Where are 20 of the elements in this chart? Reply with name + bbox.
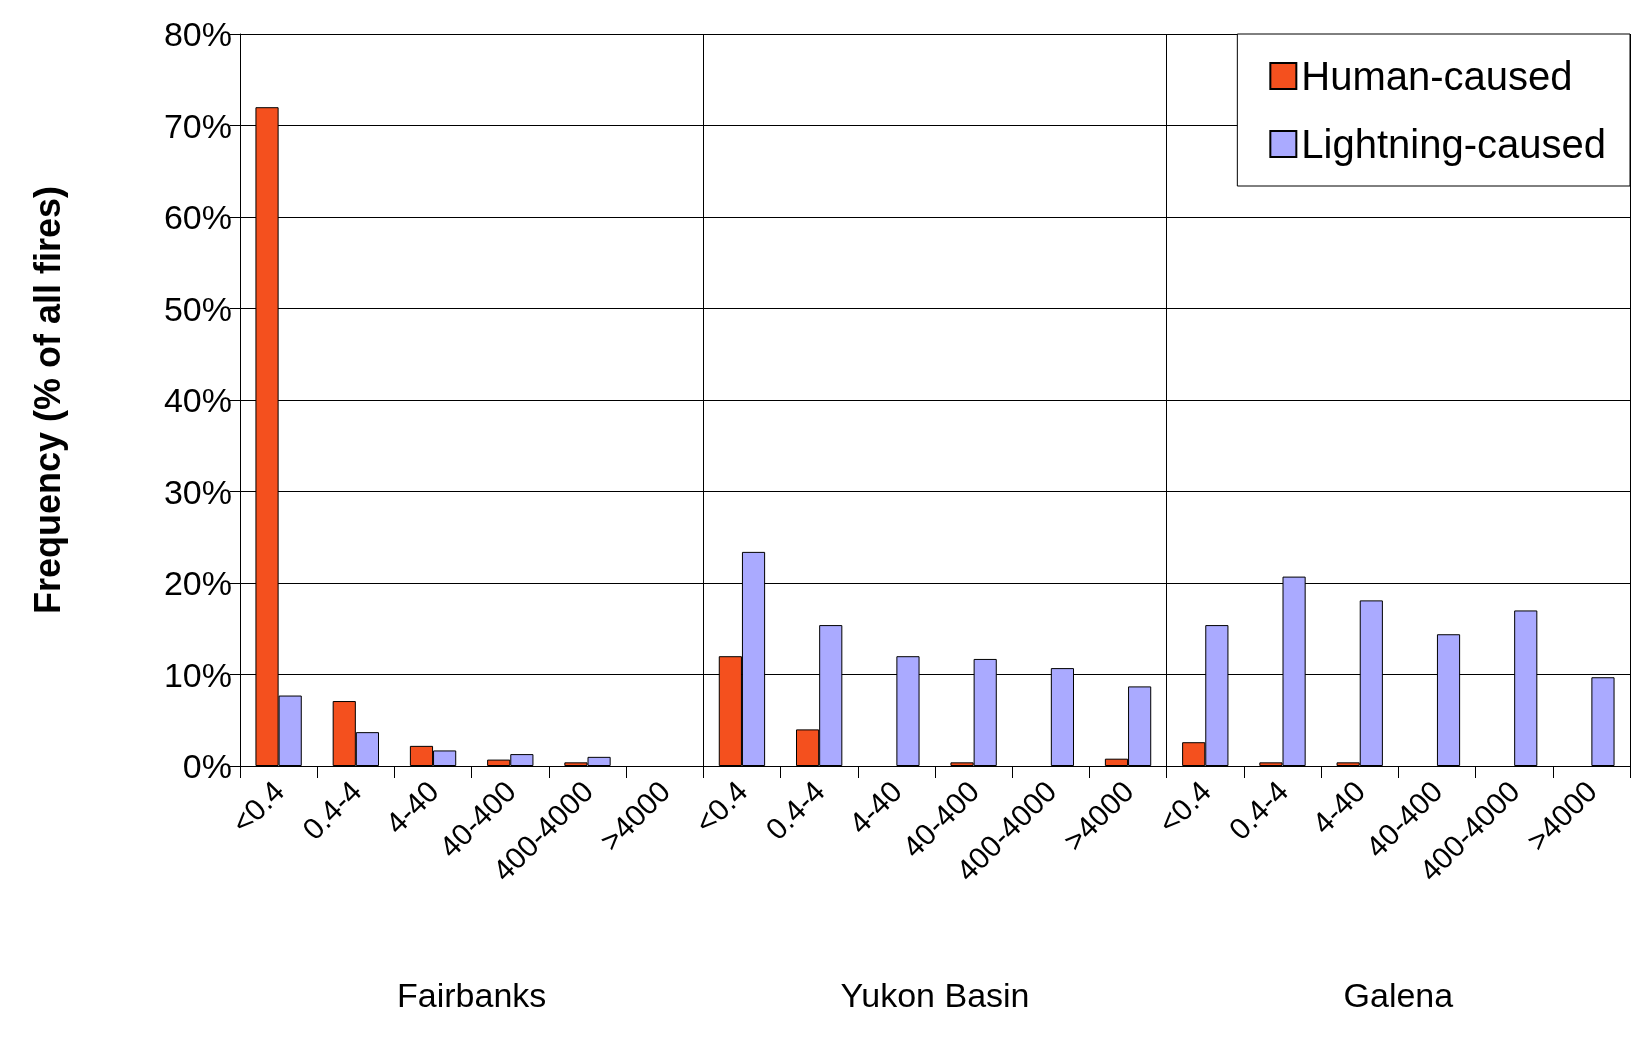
text: Yukon Basin: [840, 976, 1030, 1014]
y-tick-label: 10%: [163, 655, 232, 694]
y-tick-label: 20%: [163, 564, 232, 602]
y-tick-label: 50%: [163, 289, 232, 328]
legend-label: Human-caused: [1301, 54, 1573, 98]
text: Fairbanks: [397, 976, 547, 1014]
x-tick-label: <0.4: [688, 774, 754, 840]
y-tick-label: 30%: [163, 472, 232, 511]
y-tick-label: 40%: [163, 381, 232, 419]
y-tick-label: 80%: [163, 15, 232, 53]
y-tick-label: 0%: [182, 747, 232, 785]
bar: [1591, 677, 1615, 766]
legend-label: Lightning-caused: [1301, 122, 1606, 166]
y-axis-title: Frequency (% of all fires): [26, 185, 68, 615]
y-tick-label: 60%: [163, 198, 232, 236]
y-tick-label: 70%: [163, 106, 232, 145]
x-tick-label: 4-40: [378, 774, 445, 841]
text: Galena: [1343, 976, 1454, 1014]
x-tick-label: 4-40: [1305, 774, 1372, 841]
x-tick-label: <0.4: [1151, 774, 1217, 840]
